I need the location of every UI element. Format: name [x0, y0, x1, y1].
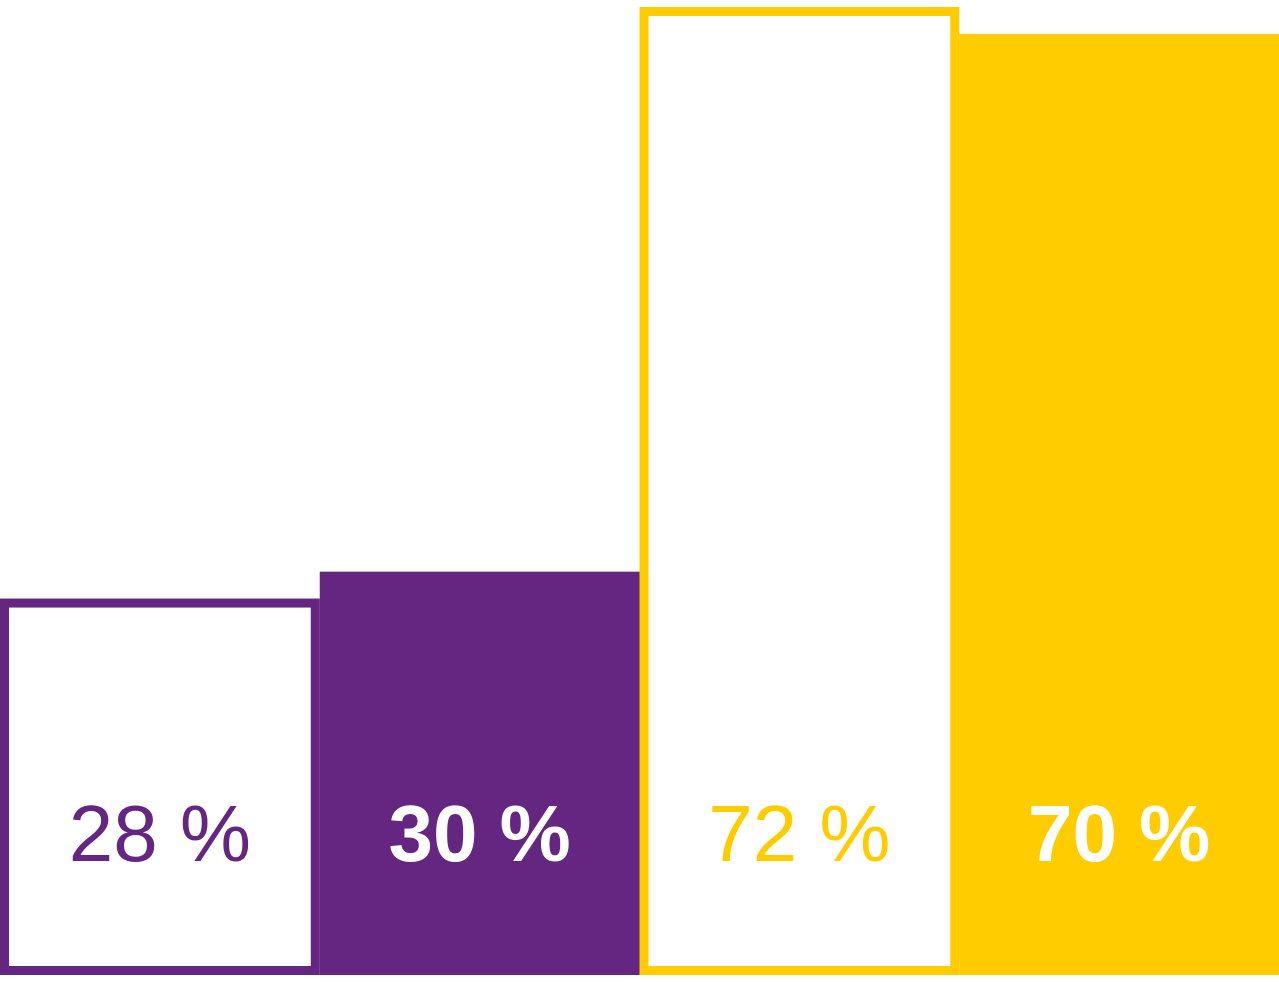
value-label: 72 %: [708, 789, 890, 878]
value-label: 30 %: [388, 789, 570, 878]
value-label: 28 %: [69, 789, 251, 878]
bar: [959, 33, 1279, 975]
value-label: 70 %: [1028, 789, 1210, 878]
bar: [319, 571, 640, 975]
bar: [639, 7, 960, 975]
bar: [0, 598, 320, 975]
